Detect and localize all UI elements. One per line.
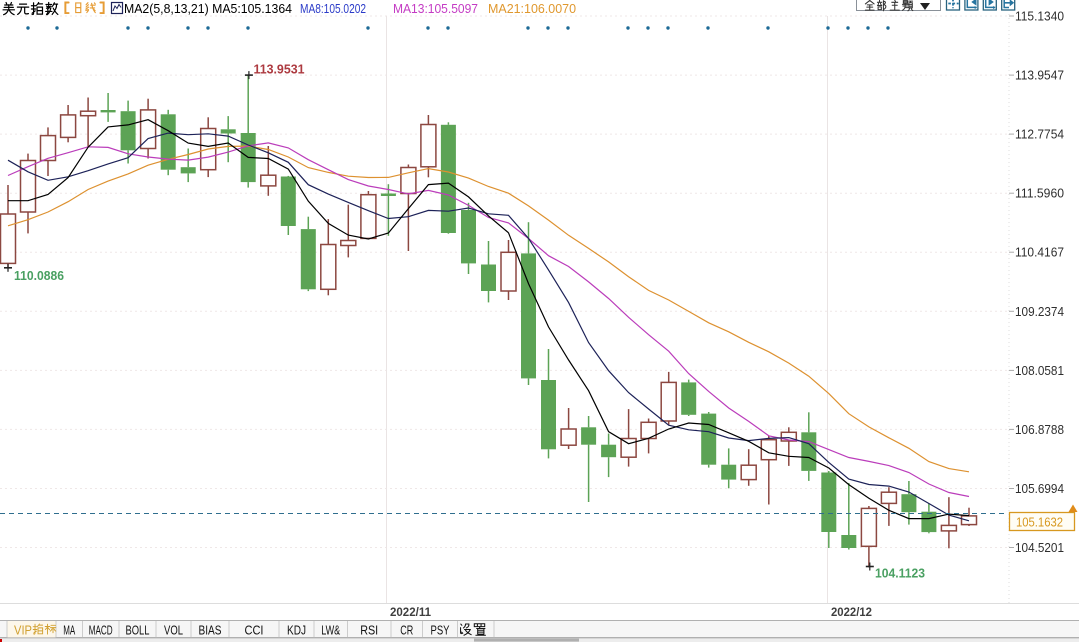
svg-text:110.4167: 110.4167	[1015, 246, 1064, 260]
svg-text:104.5201: 104.5201	[1015, 541, 1064, 555]
svg-text:2022/12: 2022/12	[831, 605, 872, 619]
svg-text:109.2374: 109.2374	[1015, 305, 1064, 319]
svg-text:CR: CR	[400, 624, 413, 638]
svg-text:VOL: VOL	[164, 624, 183, 638]
svg-text:MA: MA	[63, 624, 75, 638]
svg-text:PSY: PSY	[431, 624, 451, 638]
svg-text:MA8:105.0202: MA8:105.0202	[300, 1, 366, 16]
svg-text:2022/11: 2022/11	[390, 605, 431, 619]
svg-text:MA13:105.5097: MA13:105.5097	[393, 1, 478, 16]
svg-text:113.9547: 113.9547	[1015, 69, 1064, 83]
svg-text:104.1123: 104.1123	[875, 566, 925, 581]
svg-text:VIP: VIP	[14, 624, 32, 638]
svg-text:RSI: RSI	[360, 624, 378, 638]
svg-text:105.6994: 105.6994	[1015, 482, 1064, 496]
svg-text:MACD: MACD	[89, 624, 113, 638]
svg-text:KDJ: KDJ	[287, 624, 306, 638]
svg-text:MA21:106.0070: MA21:106.0070	[488, 1, 576, 16]
svg-text:111.5960: 111.5960	[1015, 187, 1064, 201]
svg-text:LW&: LW&	[321, 624, 340, 638]
svg-text:113.9531: 113.9531	[254, 62, 305, 77]
svg-text:CCI: CCI	[245, 624, 264, 638]
svg-text:110.0886: 110.0886	[14, 268, 64, 283]
svg-text:115.1340: 115.1340	[1015, 10, 1064, 24]
svg-text:BOLL: BOLL	[126, 624, 150, 638]
svg-text:112.7754: 112.7754	[1015, 128, 1064, 142]
svg-text:108.0581: 108.0581	[1015, 364, 1064, 378]
svg-text:MA2(5,8,13,21) MA5:105.1364: MA2(5,8,13,21) MA5:105.1364	[124, 1, 292, 16]
svg-text:105.1632: 105.1632	[1016, 515, 1063, 530]
svg-text:106.8788: 106.8788	[1015, 423, 1064, 437]
svg-text:BIAS: BIAS	[199, 624, 222, 638]
